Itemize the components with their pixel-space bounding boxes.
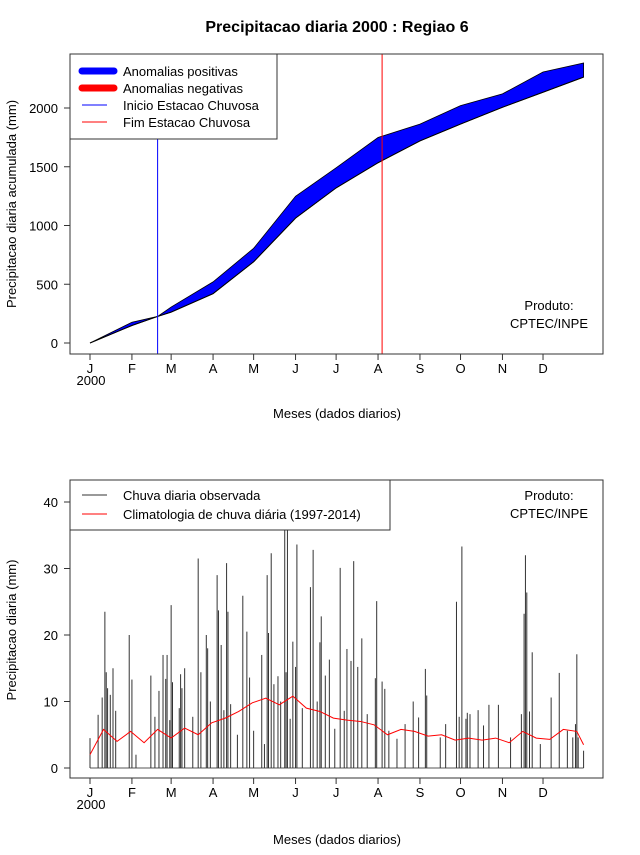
y-axis-label: Precipitacao diaria (mm): [4, 560, 19, 701]
x-axis-label: Meses (dados diarios): [273, 832, 401, 847]
daily-bars-layer: [89, 511, 585, 769]
legend-climatology-label: Climatologia de chuva diária (1997-2014): [123, 507, 361, 522]
climatology-line: [89, 695, 585, 755]
legend-observed-label: Chuva diaria observada: [123, 488, 261, 503]
y-tick-label: 2000: [29, 101, 58, 116]
x-tick-label: M: [248, 785, 259, 800]
legend-box: [69, 479, 391, 531]
y-tick-label: 0: [51, 336, 58, 351]
credit-line1: Produto:: [524, 488, 573, 503]
y-tick-label: 10: [44, 695, 58, 710]
y-tick-label: 30: [44, 562, 58, 577]
credit-line2: CPTEC/INPE: [510, 316, 588, 331]
y-axis-label: Precipitacao diaria acumulada (mm): [4, 100, 19, 308]
y-tick-label: 1500: [29, 160, 58, 175]
daily-panel: J F M A M J J A S O N D 0 10 20 30 40 Chuva diaria obser…: [4, 479, 604, 847]
x-tick-label: S: [416, 361, 425, 376]
x-tick-label: A: [374, 785, 383, 800]
cumulative-axes: J F M A M J J A S O N D 0 500 1000 1500 2000: [29, 101, 548, 376]
credit-line2: CPTEC/INPE: [510, 506, 588, 521]
x-tick-label: A: [209, 785, 218, 800]
x-axis-label: Meses (dados diarios): [273, 406, 401, 421]
chart-title: Precipitacao diaria 2000 : Regiao 6: [205, 19, 468, 36]
legend-start-label: Inicio Estacao Chuvosa: [123, 98, 260, 113]
x-tick-label: N: [498, 785, 507, 800]
x-tick-label: J: [292, 785, 299, 800]
y-tick-label: 20: [44, 628, 58, 643]
y-tick-label: 1000: [29, 219, 58, 234]
x-tick-label: D: [538, 361, 547, 376]
year-label: 2000: [77, 373, 106, 388]
y-tick-label: 0: [51, 761, 58, 776]
anomaly-area-layer: [89, 62, 584, 344]
x-tick-label: J: [87, 785, 94, 800]
legend-end-label: Fim Estacao Chuvosa: [123, 115, 251, 130]
x-tick-label: M: [166, 361, 177, 376]
x-tick-label: D: [538, 785, 547, 800]
x-tick-label: F: [128, 785, 136, 800]
x-tick-label: M: [248, 361, 259, 376]
daily-axes: J F M A M J J A S O N D 0 10 20 30 40: [44, 495, 548, 800]
plot-frame: [69, 53, 604, 355]
climatology-cumulative-line: [89, 76, 584, 344]
x-tick-label: J: [333, 785, 340, 800]
legend: Chuva diaria observada Climatologia de c…: [69, 479, 391, 531]
x-tick-label: M: [166, 785, 177, 800]
x-tick-label: A: [209, 361, 218, 376]
legend: Anomalias positivas Anomalias negativas …: [69, 53, 278, 140]
year-label: 2000: [77, 797, 106, 812]
x-tick-label: S: [416, 785, 425, 800]
credit-line1: Produto:: [524, 298, 573, 313]
x-tick-label: O: [455, 785, 465, 800]
x-tick-label: J: [292, 361, 299, 376]
legend-negative-label: Anomalias negativas: [123, 81, 243, 96]
cumulative-panel: J F M A M J J A S O N D 0 500 1000 1500 2000 Anomalias p…: [4, 53, 604, 421]
y-tick-label: 40: [44, 495, 58, 510]
x-tick-label: N: [498, 361, 507, 376]
x-tick-label: A: [374, 361, 383, 376]
y-tick-label: 500: [36, 277, 58, 292]
x-tick-label: F: [128, 361, 136, 376]
x-tick-label: O: [455, 361, 465, 376]
x-tick-label: J: [333, 361, 340, 376]
legend-positive-label: Anomalias positivas: [123, 64, 238, 79]
x-tick-label: J: [87, 361, 94, 376]
